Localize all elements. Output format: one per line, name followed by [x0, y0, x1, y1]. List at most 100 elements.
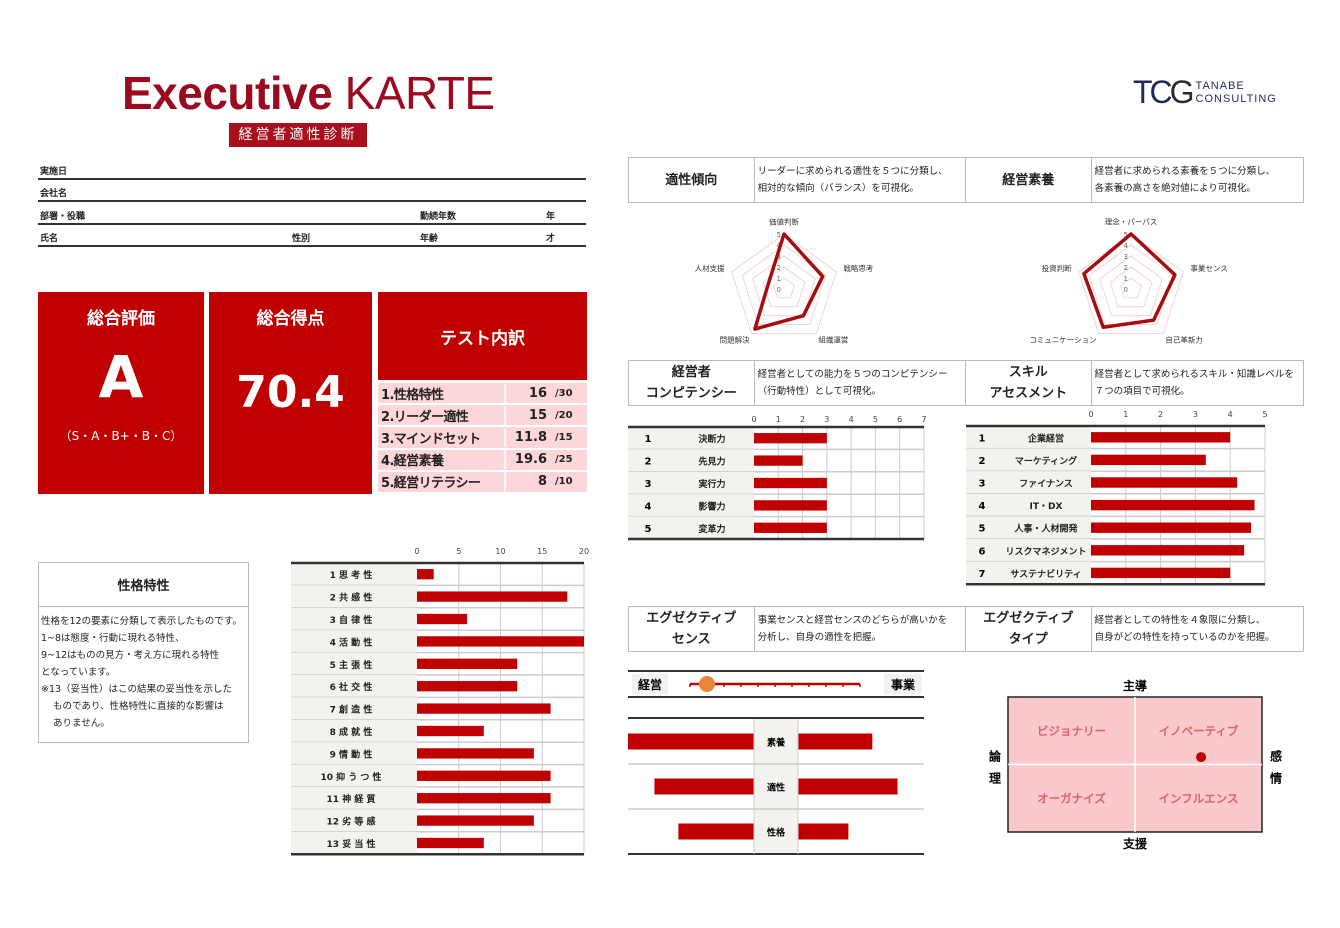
axis-tick-label: 10	[495, 547, 505, 556]
age-label: 年齢	[420, 234, 439, 244]
company-label: 会社名	[40, 189, 68, 199]
quadrant-label: インフルエンス	[1159, 791, 1239, 805]
dept-label: 部署・役職	[40, 212, 86, 222]
row-label-bg	[628, 494, 754, 517]
row-number: 6	[979, 546, 986, 557]
right-label-bg	[884, 674, 922, 694]
row-label-bg	[628, 449, 754, 472]
breakdown-max: /10	[555, 476, 573, 488]
breakdown-row: 2.リーダー適性 15/20	[378, 405, 587, 428]
row-label-bg	[291, 675, 417, 698]
category-label: 9 情 動 性	[330, 748, 373, 760]
breakdown-label: 2.リーダー適性	[378, 405, 506, 425]
personality-desc-line: となっています。	[41, 667, 116, 678]
title-light: KARTE	[344, 67, 496, 119]
axis-tick-label: 1	[776, 415, 781, 424]
row-number: 3	[645, 479, 652, 490]
bar-IT・DX	[1091, 499, 1255, 511]
axis-bottom-label: 支援	[1122, 836, 1148, 851]
logo-line2: CONSULTING	[1195, 92, 1277, 105]
quadrant-label: ビジョナリー	[1037, 724, 1106, 738]
axis-tick-label: 6	[897, 415, 902, 424]
type-title: エグゼクティブ タイプ	[966, 607, 1092, 651]
radar-grid-ring	[773, 277, 795, 299]
radar-grid-ring	[752, 255, 816, 317]
breakdown-header: テスト内訳	[378, 292, 587, 380]
overall-label: 総合評価	[87, 309, 155, 329]
bar-4 活 動 性	[417, 636, 584, 647]
bar-13 妥 当 性	[417, 837, 484, 849]
info-row-name: 氏名 性別 年齢 才	[38, 225, 586, 247]
type-marker	[1196, 752, 1207, 763]
row-label-bg	[966, 539, 1091, 562]
row-number: 1	[979, 433, 986, 444]
section-header-row1: 適性傾向 リーダーに求められる適性を５つに分類し、 相対的な傾向（バランス）を可視…	[628, 157, 1304, 203]
radar-grid-ring	[762, 266, 806, 308]
radar-axis-label: 理念・パーパス	[1105, 216, 1157, 226]
bar-7 創 造 性	[417, 703, 551, 714]
category-label: ファイナンス	[1019, 479, 1073, 490]
axis-tick-label: 4	[849, 415, 854, 424]
radar-tick-label: 1	[1124, 275, 1128, 283]
row-number: 3	[979, 479, 986, 490]
bar-1 思 考 性	[417, 569, 434, 580]
score-label: 総合得点	[256, 309, 325, 329]
literacy-title: 経営素養	[966, 158, 1092, 202]
right-bar-性格	[798, 823, 849, 840]
category-label: 7 創 造 性	[330, 704, 373, 716]
sense-desc: 事業センスと経営センスのどちらが高いかを 分析し、自身の適性を把握。	[755, 607, 966, 651]
type-desc: 経営者としての特性を４象限に分類し、 自身がどの特性を持っているのかを把握。	[1094, 615, 1275, 643]
bar-2 共 感 性	[417, 591, 568, 602]
row-label-bg	[291, 809, 417, 832]
axis-tick-label: 2	[1158, 410, 1163, 419]
radar-axis-label: 価値判断	[769, 216, 799, 226]
radar-axis-label: 戦略思考	[843, 263, 873, 273]
row-label-bg	[966, 493, 1091, 517]
axis-tick-label: 5	[873, 415, 878, 424]
row-label-bg	[291, 630, 417, 653]
category-label: 10 抑 う つ 性	[320, 771, 381, 783]
quadrant-label: オーガナイズ	[1037, 791, 1106, 805]
personality-desc-line: ありません。	[53, 718, 110, 729]
row-label-bg	[291, 563, 417, 586]
tenure-unit: 年	[546, 212, 556, 222]
row-label-bg	[291, 787, 417, 810]
skill-title: スキル アセスメント	[966, 361, 1092, 405]
bar-11 神 経 質	[417, 793, 551, 804]
personality-desc-line: 9~12はものの見方・考え方に現れる特性	[41, 650, 220, 661]
row-number: 7	[979, 569, 986, 580]
category-label: 8 成 就 性	[330, 726, 373, 738]
bar-8 成 就 性	[417, 725, 484, 737]
row-label-bg	[291, 697, 417, 720]
radar-tick-label: 0	[777, 286, 781, 294]
info-row-date: 実施日	[38, 158, 586, 180]
section-header-row2: 経営者 コンピテンシー 経営者としての能力を５つのコンピテンシー （行動特性）として…	[628, 360, 1304, 406]
row-label-bg	[628, 427, 754, 450]
radar-tick-label: 1	[777, 275, 781, 283]
competency-chart: 0 1 2 3 4 5 6 7 1 決断力 2 先見力 3 実行力 4 影響力 5 変革力	[628, 415, 927, 541]
radar-axis-label: 問題解決	[720, 335, 750, 345]
axis-right-label: 感情	[1270, 749, 1282, 786]
row-label-bg	[291, 719, 417, 743]
bar-先見力	[754, 455, 803, 466]
breakdown-max: /20	[555, 409, 573, 421]
total-score: 70.4	[236, 367, 345, 418]
axis-tick-label: 2	[800, 415, 805, 424]
axis-tick-label: 0	[751, 415, 756, 424]
category-label: 実行力	[698, 478, 725, 490]
report-title: Executive KARTE	[122, 66, 495, 120]
age-unit: 才	[546, 234, 556, 244]
breakdown-max: /30	[555, 387, 573, 399]
category-label: 適性	[767, 782, 785, 794]
breakdown-row: 4.経営素養 19.6/25	[378, 449, 587, 472]
row-label-bg	[291, 585, 417, 608]
row-number: 1	[645, 434, 652, 445]
radar-axis-label: コミュニケーション	[1029, 336, 1096, 345]
category-label: 13 妥 当 性	[327, 838, 376, 850]
literacy-desc: 経営者に求められる素養を５つに分類し、 各素養の高さを絶対値により可視化。	[1094, 166, 1276, 194]
bar-実行力	[754, 477, 827, 489]
left-bar-性格	[678, 823, 754, 840]
radar-tick-label: 2	[777, 264, 781, 272]
overall-grade: A	[98, 343, 144, 411]
